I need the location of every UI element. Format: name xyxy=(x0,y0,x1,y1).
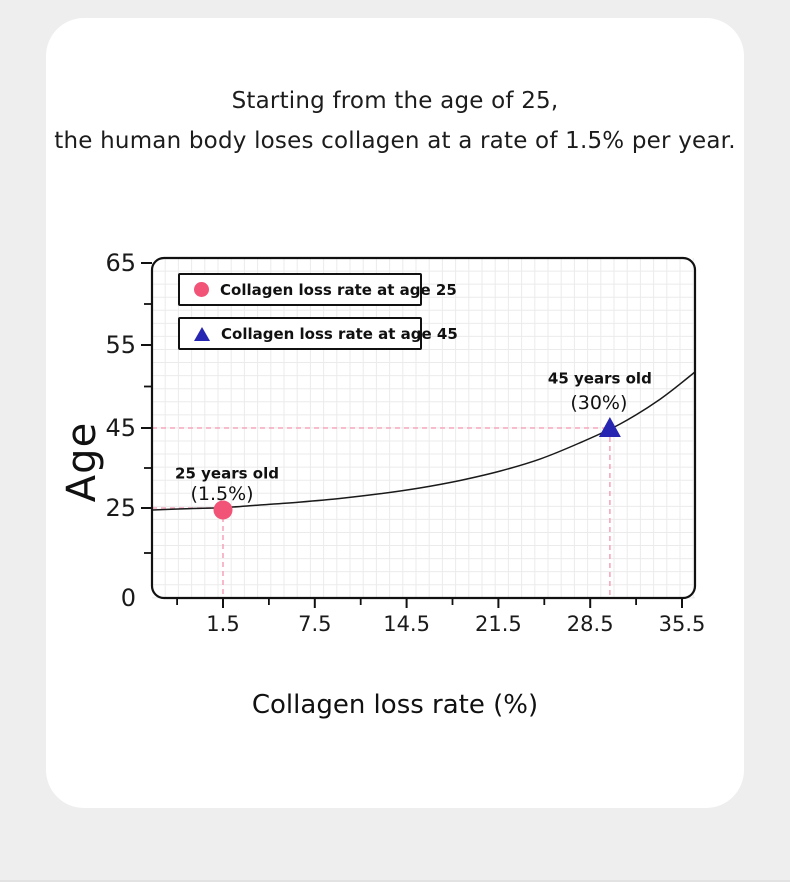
annotation-age-25-label: 25 years old xyxy=(175,464,279,483)
y-tick-label: 45 xyxy=(105,414,136,442)
x-tick-label: 7.5 xyxy=(298,612,332,636)
bottom-section-divider xyxy=(0,880,790,882)
annotation-age-25-value: (1.5%) xyxy=(190,483,254,505)
x-tick-label: 1.5 xyxy=(206,612,240,636)
headline-line-2: the human body loses collagen at a rate … xyxy=(54,128,736,154)
y-axis-title: Age xyxy=(59,421,105,503)
legend-triangle-marker-icon xyxy=(194,326,210,341)
y-tick-label: 65 xyxy=(105,249,136,277)
legend-item-age-45: Collagen loss rate at age 45 xyxy=(178,317,458,350)
legend-label: Collagen loss rate at age 45 xyxy=(221,324,458,343)
annotation-age-45-label: 45 years old xyxy=(547,369,652,388)
x-tick-label: 28.5 xyxy=(566,612,614,636)
y-tick-label: 25 xyxy=(105,494,136,522)
legend-circle-marker-icon xyxy=(194,282,209,297)
x-tick-label: 21.5 xyxy=(475,612,522,636)
x-tick-label: 14.5 xyxy=(383,612,430,636)
legend-item-age-25: Collagen loss rate at age 25 xyxy=(178,273,457,306)
legend-label: Collagen loss rate at age 25 xyxy=(220,280,457,299)
x-axis-title: Collagen loss rate (%) xyxy=(251,690,539,720)
annotation-age-45-value: (30%) xyxy=(570,392,628,414)
y-tick-label: 0 xyxy=(120,584,136,612)
x-tick-label: 35.5 xyxy=(658,612,706,636)
y-tick-label: 55 xyxy=(105,331,136,359)
headline-line-1: Starting from the age of 25, xyxy=(231,88,559,114)
